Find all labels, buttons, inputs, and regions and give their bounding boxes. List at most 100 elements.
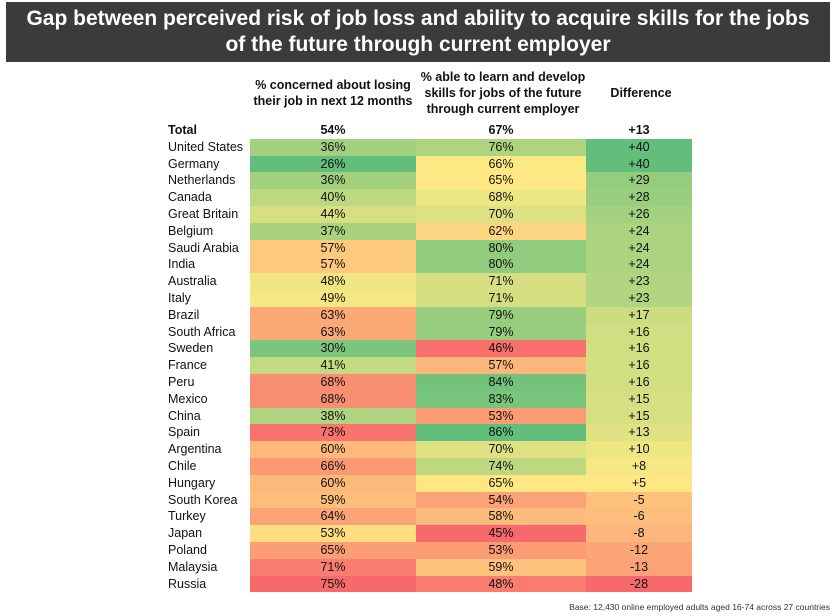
difference-cell: +24	[586, 256, 692, 274]
concerned-cell: 60%	[250, 441, 416, 458]
title-line-2: of the future through current employer	[225, 33, 611, 56]
country-label: Sweden	[168, 341, 214, 356]
able-cell: 79%	[416, 306, 586, 324]
country-label: United States	[168, 139, 244, 154]
concerned-cell: 71%	[250, 558, 416, 576]
country-label: Turkey	[168, 509, 206, 524]
concerned-cell: 65%	[250, 541, 416, 559]
difference-cell: +16	[586, 340, 692, 358]
country-label: Italy	[168, 290, 191, 305]
country-label: Belgium	[168, 223, 214, 238]
able-cell: 66%	[416, 155, 586, 173]
able-cell: 58%	[416, 508, 586, 526]
concerned-cell: 30%	[250, 340, 416, 358]
concerned-cell: 44%	[250, 205, 416, 223]
heatmap-table: Total 54% 67% +13 United States 36% 76% +40…	[168, 122, 692, 593]
able-cell: 46%	[416, 340, 586, 358]
country-label: Canada	[168, 190, 212, 205]
country-label: South Korea	[168, 492, 238, 507]
difference-cell: +15	[586, 407, 692, 425]
difference-cell: -13	[586, 558, 692, 576]
able-cell: 62%	[416, 222, 586, 240]
concerned-cell: 68%	[250, 373, 416, 391]
difference-cell: +8	[586, 457, 692, 475]
able-cell: 80%	[416, 256, 586, 274]
country-label: Poland	[168, 542, 207, 557]
country-label: Brazil	[168, 307, 200, 322]
able-cell: 54%	[416, 491, 586, 509]
difference-cell: +13	[586, 424, 692, 442]
difference-cell: -5	[586, 491, 692, 509]
able-cell: 71%	[416, 273, 586, 290]
difference-cell: -8	[586, 525, 692, 542]
concerned-cell: 75%	[250, 575, 416, 593]
able-cell: 45%	[416, 525, 586, 542]
able-cell: 65%	[416, 172, 586, 190]
able-cell: 71%	[416, 289, 586, 307]
difference-cell: +10	[586, 441, 692, 458]
table-row: Italy 49% 71% +23	[168, 289, 692, 307]
country-label: Saudi Arabia	[168, 240, 239, 255]
total-able: 67%	[488, 123, 514, 137]
difference-cell: +40	[586, 155, 692, 173]
country-label: Malaysia	[168, 559, 218, 574]
table-row: India 57% 80% +24	[168, 256, 692, 274]
table-row: China 38% 53% +15	[168, 407, 692, 425]
country-label: France	[168, 358, 207, 373]
table-row: Germany 26% 66% +40	[168, 155, 692, 173]
concerned-cell: 59%	[250, 491, 416, 509]
difference-cell: +29	[586, 172, 692, 190]
table-row: Turkey 64% 58% -6	[168, 508, 692, 526]
concerned-cell: 73%	[250, 424, 416, 442]
table-row: Argentina 60% 70% +10	[168, 441, 692, 458]
table-row: Malaysia 71% 59% -13	[168, 558, 692, 576]
total-row: Total 54% 67% +13	[168, 122, 692, 139]
concerned-cell: 38%	[250, 407, 416, 425]
difference-cell: -12	[586, 541, 692, 559]
able-cell: 53%	[416, 407, 586, 425]
table-row: Brazil 63% 79% +17	[168, 306, 692, 324]
difference-cell: +23	[586, 289, 692, 307]
total-difference: +13	[628, 123, 650, 137]
chart-title: Gap between perceived risk of job loss a…	[6, 2, 830, 62]
table-row: Poland 65% 53% -12	[168, 541, 692, 559]
difference-cell: +15	[586, 390, 692, 408]
footnote: Base: 12,430 online employed adults aged…	[569, 602, 830, 612]
able-cell: 65%	[416, 474, 586, 492]
difference-cell: +24	[586, 239, 692, 257]
concerned-cell: 48%	[250, 273, 416, 290]
concerned-cell: 37%	[250, 222, 416, 240]
difference-cell: +16	[586, 373, 692, 391]
table-row: Chile 66% 74% +8	[168, 457, 692, 475]
table-body: United States 36% 76% +40 Germany 26% 66% +40 Ne…	[168, 138, 692, 593]
able-cell: 83%	[416, 390, 586, 408]
country-label: Hungary	[168, 475, 216, 490]
concerned-cell: 36%	[250, 138, 416, 156]
table-row: Canada 40% 68% +28	[168, 189, 692, 206]
table-row: Sweden 30% 46% +16	[168, 340, 692, 358]
able-cell: 53%	[416, 541, 586, 559]
able-cell: 59%	[416, 558, 586, 576]
country-label: Australia	[168, 274, 217, 289]
able-cell: 68%	[416, 189, 586, 206]
able-cell: 84%	[416, 373, 586, 391]
difference-cell: +40	[586, 138, 692, 156]
able-cell: 74%	[416, 457, 586, 475]
concerned-cell: 63%	[250, 306, 416, 324]
table-row: United States 36% 76% +40	[168, 138, 692, 156]
difference-cell: +24	[586, 222, 692, 240]
country-label: Peru	[168, 374, 195, 389]
able-cell: 79%	[416, 323, 586, 341]
able-cell: 76%	[416, 138, 586, 156]
country-label: Spain	[168, 425, 200, 440]
concerned-cell: 57%	[250, 239, 416, 257]
difference-cell: +28	[586, 189, 692, 206]
concerned-cell: 26%	[250, 155, 416, 173]
country-label: South Africa	[168, 324, 236, 339]
country-label: Argentina	[168, 442, 222, 457]
concerned-cell: 41%	[250, 357, 416, 374]
concerned-cell: 64%	[250, 508, 416, 526]
difference-cell: -6	[586, 508, 692, 526]
country-label: Japan	[168, 526, 203, 541]
concerned-cell: 63%	[250, 323, 416, 341]
